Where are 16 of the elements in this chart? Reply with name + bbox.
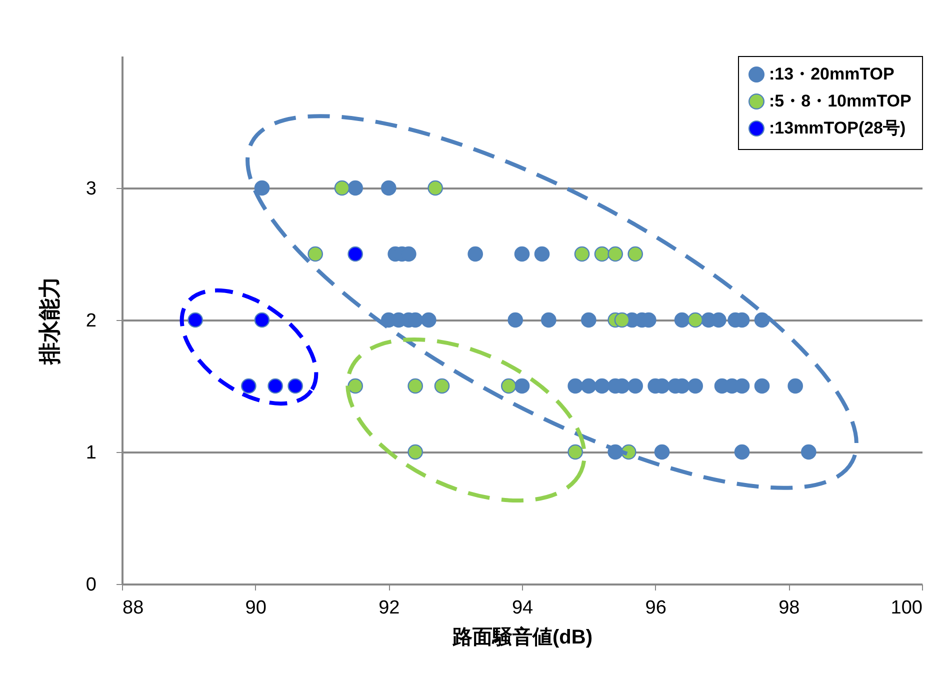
x-tick-label: 98 [778, 598, 800, 618]
legend-label: :5・8・10mmTOP [769, 92, 912, 110]
y-axis-title: 排水能力 [36, 276, 62, 366]
legend-label: :13mmTOP(28号) [769, 118, 906, 138]
x-tick-label: 88 [122, 598, 144, 618]
x-axis-title: 路面騒音値(dB) [452, 626, 592, 648]
legend-label: :13・20mmTOP [769, 64, 894, 84]
x-tick-label: 94 [512, 598, 534, 618]
y-tick-label: 0 [86, 574, 96, 596]
x-tick-label: 100 [890, 598, 922, 618]
y-tick-label: 1 [86, 442, 96, 464]
x-tick-label: 96 [645, 598, 666, 618]
y-tick-label: 2 [86, 310, 96, 332]
x-tick-label: 90 [245, 598, 266, 618]
x-tick-label: 92 [378, 598, 400, 618]
y-tick-label: 3 [86, 178, 96, 200]
